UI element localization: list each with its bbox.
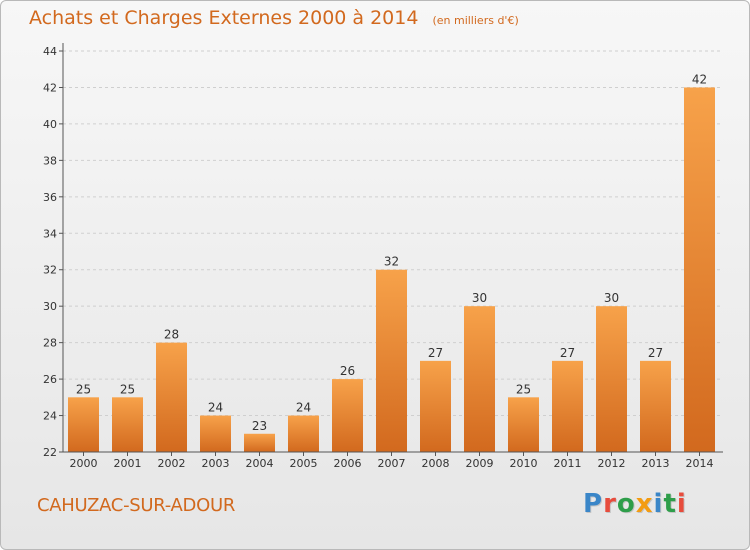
chart-subtitle: (en milliers d'€) (432, 14, 519, 27)
logo-letter: o (616, 489, 636, 519)
bars (68, 87, 715, 453)
data-label: 27 (560, 346, 575, 360)
y-tick-label: 26 (43, 373, 57, 386)
y-tick-label: 30 (43, 300, 57, 313)
x-tick-label: 2011 (554, 457, 582, 470)
bar-2001 (112, 397, 143, 452)
labels: 22 24 26 28 30 32 34 36 38 40 42 44 25 2000 25 2001 28 20… (43, 45, 714, 470)
logo-letter: i (653, 489, 664, 519)
x-tick-label: 2007 (378, 457, 406, 470)
data-label: 24 (296, 401, 311, 415)
bar-2012 (596, 306, 627, 452)
x-tick-label: 2005 (290, 457, 318, 470)
bar-2002 (156, 342, 187, 452)
axes (59, 43, 723, 456)
data-label: 26 (340, 364, 355, 378)
logo-letter: x (635, 489, 654, 519)
bar-2010 (508, 397, 539, 452)
x-tick-label: 2014 (686, 457, 714, 470)
y-tick-label: 34 (43, 227, 57, 240)
y-tick-label: 28 (43, 337, 57, 350)
bar-2005 (288, 415, 319, 452)
x-tick-label: 2001 (114, 457, 142, 470)
logo-letter: i (676, 489, 687, 519)
x-tick-label: 2009 (466, 457, 494, 470)
bar-2009 (464, 306, 495, 452)
data-label: 30 (604, 291, 619, 305)
title-block: Achats et Charges Externes 2000 à 2014 (… (29, 7, 519, 29)
logo-letter: P (583, 489, 604, 519)
x-tick-label: 2004 (246, 457, 274, 470)
bar-2000 (68, 397, 99, 452)
y-tick-label: 40 (43, 118, 57, 131)
x-tick-label: 2012 (598, 457, 626, 470)
bar-2003 (200, 415, 231, 452)
chart-title: Achats et Charges Externes 2000 à 2014 (29, 7, 419, 29)
bar-2007 (376, 269, 407, 452)
data-label: 25 (516, 382, 531, 396)
x-tick-label: 2002 (158, 457, 186, 470)
bar-2013 (640, 360, 671, 452)
bar-2006 (332, 379, 363, 452)
logo-letter: t (663, 489, 677, 519)
data-label: 23 (252, 419, 267, 433)
bar-2014 (684, 87, 715, 453)
y-tick-label: 42 (43, 81, 57, 94)
data-label: 32 (384, 255, 399, 269)
data-label: 28 (164, 328, 179, 342)
data-label: 27 (428, 346, 443, 360)
y-tick-label: 38 (43, 154, 57, 167)
bar-2011 (552, 360, 583, 452)
data-label: 25 (76, 382, 91, 396)
x-tick-label: 2006 (334, 457, 362, 470)
x-tick-label: 2003 (202, 457, 230, 470)
proxiti-logo: Proxiti (583, 489, 687, 519)
y-tick-label: 32 (43, 264, 57, 277)
data-label: 30 (472, 291, 487, 305)
data-label: 42 (692, 72, 707, 86)
place-name: CAHUZAC-SUR-ADOUR (37, 495, 236, 516)
bar-2008 (420, 360, 451, 452)
x-tick-label: 2008 (422, 457, 450, 470)
data-label: 27 (648, 346, 663, 360)
bar-2004 (244, 433, 275, 452)
data-label: 25 (120, 382, 135, 396)
logo-letter: r (603, 489, 617, 519)
y-tick-label: 44 (43, 45, 57, 58)
x-tick-label: 2000 (70, 457, 98, 470)
y-tick-label: 24 (43, 410, 57, 423)
x-tick-label: 2010 (510, 457, 538, 470)
y-tick-label: 22 (43, 446, 57, 459)
y-tick-label: 36 (43, 191, 57, 204)
data-label: 24 (208, 401, 223, 415)
x-tick-label: 2013 (642, 457, 670, 470)
